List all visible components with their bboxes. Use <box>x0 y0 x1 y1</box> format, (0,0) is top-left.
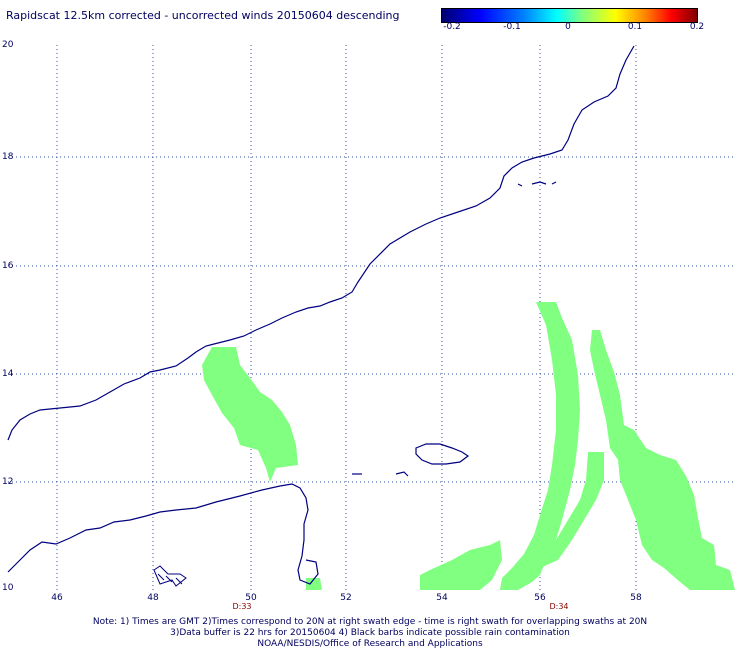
footnote-credit: NOAA/NESDIS/Office of Research and Appli… <box>257 639 483 649</box>
patch-east-2 <box>590 330 735 590</box>
lon-label: 56 <box>534 593 546 603</box>
lat-label: 18 <box>2 152 14 162</box>
colorbar-tick: 0.1 <box>627 22 643 32</box>
lat-label: 14 <box>2 369 14 379</box>
graticule <box>8 45 735 590</box>
rain-barb-cluster <box>153 565 187 587</box>
coastlines <box>7 45 635 585</box>
swath-time-label: D:34 <box>549 602 569 611</box>
swath-time-label: D:33 <box>232 602 252 611</box>
patch-east-3 <box>540 452 604 568</box>
map-title: Rapidscat 12.5km corrected - uncorrected… <box>6 9 400 22</box>
lon-label: 46 <box>51 593 63 603</box>
colorbar-tick: -0.1 <box>503 22 521 32</box>
islet <box>395 471 409 477</box>
colorbar <box>441 8 698 23</box>
lon-label: 54 <box>436 593 448 603</box>
kuria-muria-islands <box>517 181 557 187</box>
lon-label: 58 <box>630 593 642 603</box>
colorbar-tick: -0.2 <box>443 22 461 32</box>
footnote-line: 3)Data buffer is 22 hrs for 20150604 4) … <box>170 628 570 638</box>
lon-label: 50 <box>245 593 257 603</box>
lat-label: 20 <box>2 40 14 50</box>
footnote-line: Note: 1) Times are GMT 2)Times correspon… <box>92 617 648 627</box>
somalia-coast <box>7 483 319 585</box>
lon-label: 48 <box>147 593 159 603</box>
lat-label: 16 <box>2 261 14 271</box>
patch-south <box>420 540 502 590</box>
arabian-peninsula-coast <box>7 45 635 441</box>
lon-label: 52 <box>340 593 352 603</box>
patch-east-1 <box>500 302 580 590</box>
socotra-island <box>415 443 470 465</box>
patch-west <box>202 347 298 482</box>
lat-label: 12 <box>2 477 14 487</box>
patch-small <box>306 578 322 590</box>
colorbar-tick: 0 <box>565 22 571 32</box>
lat-label: 10 <box>2 583 14 593</box>
colorbar-tick: 0.2 <box>689 22 705 32</box>
wind-difference-patches <box>202 302 735 590</box>
